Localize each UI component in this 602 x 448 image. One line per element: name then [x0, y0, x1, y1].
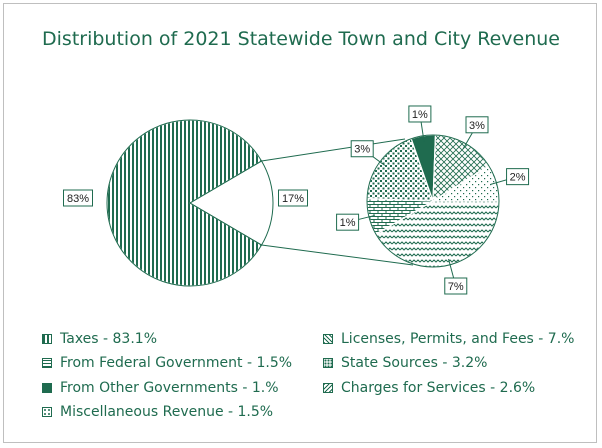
label-other: 17% — [282, 193, 304, 205]
legend-swatch-sparse-icon — [42, 407, 52, 417]
legend-swatch-zigzag-icon — [323, 334, 333, 344]
legend-item-taxes: Taxes - 83.1% — [42, 331, 157, 347]
label-charges-for-services-box — [465, 116, 489, 134]
legend-item-from-federal-government: From Federal Government - 1.5% — [42, 355, 292, 371]
label-miscellaneous-revenue-box — [506, 168, 530, 186]
label-from-federal-government-box — [336, 213, 360, 231]
label-from-federal-government: 1% — [340, 217, 356, 229]
legend-item-miscellaneous-revenue: Miscellaneous Revenue - 1.5% — [42, 404, 273, 420]
label-licenses-permits-and-fees-box — [444, 277, 468, 295]
legend-label: Taxes - 83.1% — [60, 331, 158, 347]
legend-swatch-brick-icon — [42, 358, 52, 368]
connector-top — [261, 138, 406, 162]
pie-slice-taxes-outline — [106, 119, 263, 287]
label-charges-for-services: 3% — [469, 120, 485, 132]
legend-item-licenses-permits-and-fees: Licenses, Permits, and Fees - 7.% — [323, 331, 574, 347]
label-taxes-box — [63, 189, 93, 207]
legend-swatch-vlines-icon — [42, 334, 52, 344]
legend-label: Charges for Services - 2.6% — [341, 380, 536, 396]
legend-label: From Federal Government - 1.5% — [60, 355, 293, 371]
label-state-sources: 3% — [354, 144, 370, 156]
label-state-sources-box — [350, 140, 374, 158]
connector-bottom — [261, 244, 414, 266]
legend-swatch-solid-icon — [42, 383, 52, 393]
detail-pie-outline — [366, 134, 500, 268]
label-from-other-governments: 1% — [412, 109, 428, 121]
chart-title: Distribution of 2021 Statewide Town and … — [42, 28, 560, 50]
label-licenses-permits-and-fees: 7% — [448, 281, 464, 293]
legend-swatch-diag-icon — [323, 383, 333, 393]
pie-slice-other — [189, 160, 274, 246]
legend-item-state-sources: State Sources - 3.2% — [323, 355, 487, 371]
label-miscellaneous-revenue: 2% — [510, 172, 526, 184]
chart-frame — [3, 3, 597, 443]
label-other-box — [278, 189, 308, 207]
label-taxes: 83% — [67, 193, 89, 205]
legend-swatch-dots-icon — [323, 358, 333, 368]
legend-label: State Sources - 3.2% — [341, 355, 488, 371]
legend-item-from-other-governments: From Other Governments - 1.% — [42, 380, 279, 396]
legend-label: From Other Governments - 1.% — [60, 380, 279, 396]
legend-item-charges-for-services: Charges for Services - 2.6% — [323, 380, 535, 396]
label-from-other-governments-box — [408, 105, 432, 123]
legend-label: Miscellaneous Revenue - 1.5% — [60, 404, 274, 420]
legend-label: Licenses, Permits, and Fees - 7.% — [341, 331, 575, 347]
